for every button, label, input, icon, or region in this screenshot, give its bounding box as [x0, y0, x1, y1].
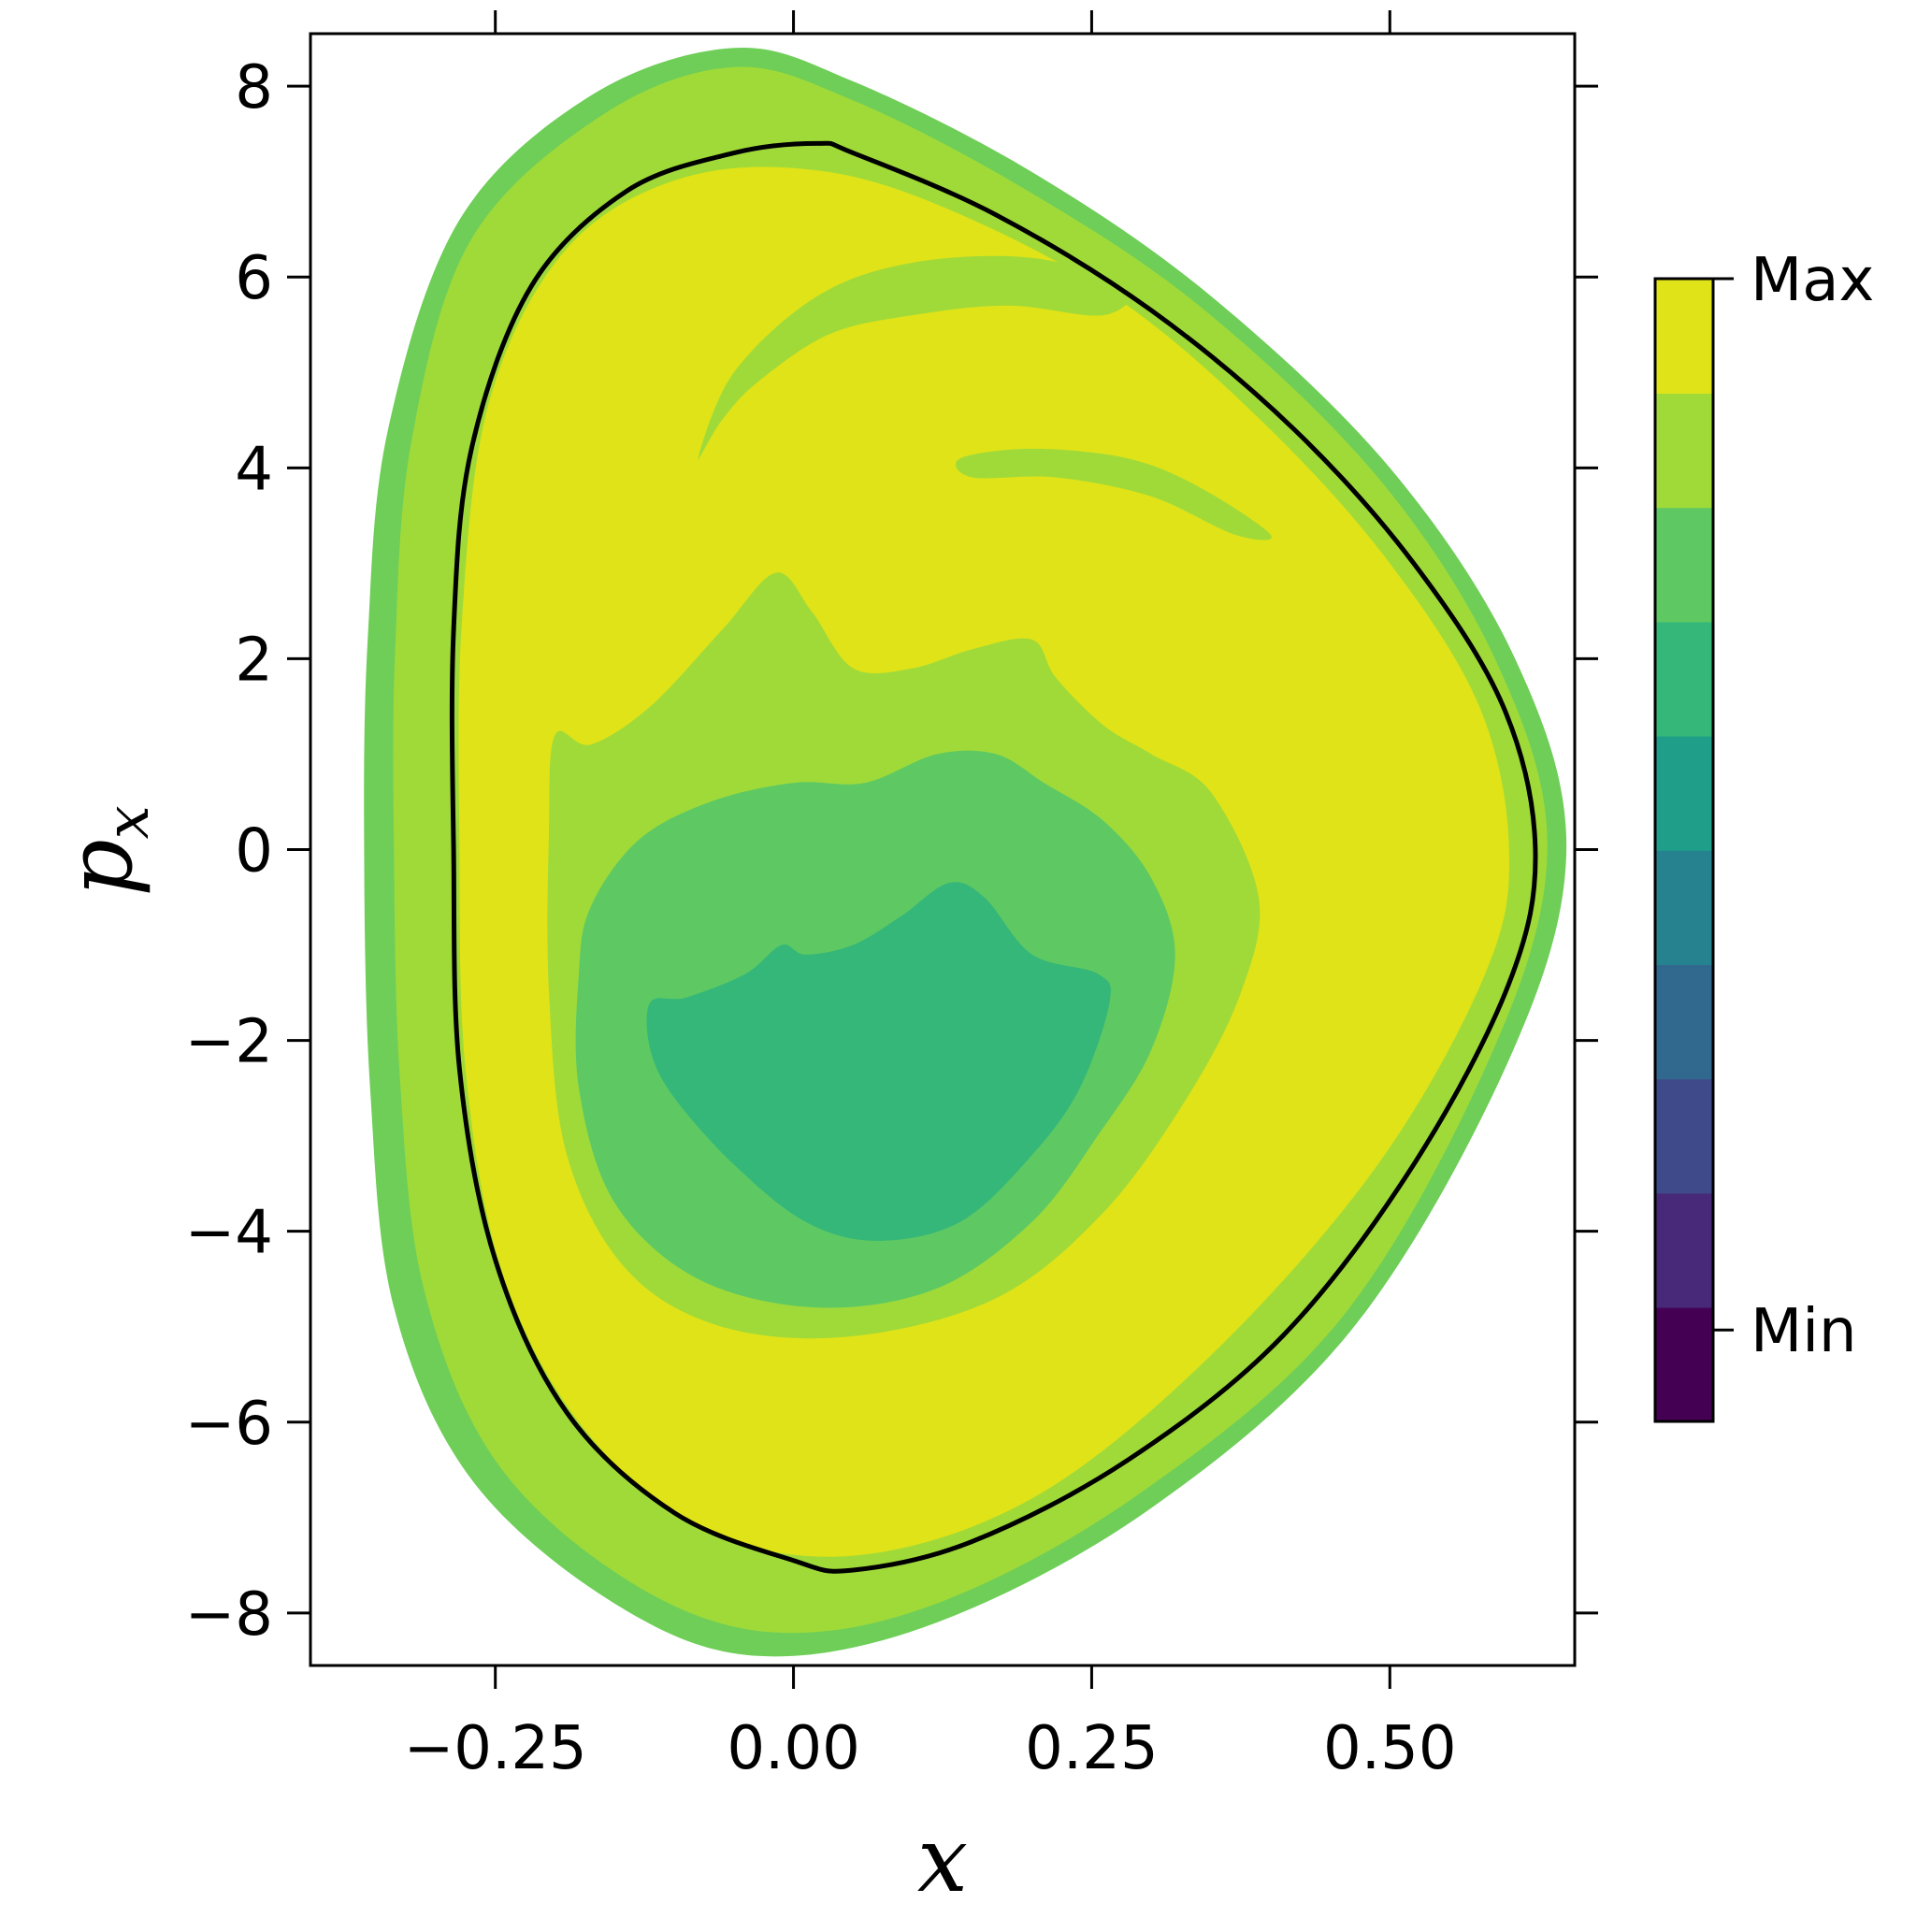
colorbar-level-8 [1655, 507, 1713, 623]
colorbar-level-2 [1655, 1192, 1713, 1308]
colorbar-label-max: Max [1751, 246, 1874, 315]
x-tick-label: −0.25 [404, 1714, 587, 1783]
colorbar-level-7 [1655, 621, 1713, 737]
y-tick-label: 6 [235, 244, 273, 313]
y-tick-label: −6 [185, 1390, 273, 1459]
x-tick-label: 0.00 [727, 1714, 860, 1783]
x-tick-label: 0.50 [1323, 1714, 1457, 1783]
filament-2 [955, 448, 1272, 541]
colorbar: Max Min [1653, 246, 1874, 1423]
colorbar-level-4 [1655, 964, 1713, 1080]
y-axis-label: px [48, 805, 163, 897]
plot-area [364, 48, 1567, 1657]
colorbar-level-10 [1655, 279, 1713, 394]
y-tick-label: −4 [185, 1199, 273, 1268]
colorbar-level-5 [1655, 850, 1713, 965]
boundary-curve [449, 140, 1538, 1574]
y-tick-label: −8 [185, 1580, 273, 1650]
boundary-curve-layer [449, 140, 1538, 1574]
colorbar-level-3 [1655, 1078, 1713, 1194]
y-tick-label: 4 [235, 435, 273, 504]
colorbar-level-9 [1655, 393, 1713, 509]
y-axis-label-subscript: x [94, 805, 163, 839]
x-tick-label: 0.25 [1025, 1714, 1159, 1783]
colorbar-label-min: Min [1751, 1297, 1857, 1366]
region-contour-level-6 [646, 882, 1111, 1241]
axis-ticks: −0.25 0.00 0.25 0.50 8 6 4 2 0 −2 −4 −6 −8 [185, 10, 1598, 1783]
x-axis-label: x [917, 1808, 968, 1912]
y-tick-label: −2 [185, 1008, 273, 1077]
y-tick-label: 8 [235, 53, 273, 123]
colorbar-level-1 [1655, 1306, 1713, 1422]
y-tick-label: 2 [235, 626, 273, 695]
filament-1 [698, 255, 1132, 460]
y-tick-label: 0 [235, 817, 273, 887]
colorbar-frame [1653, 277, 1715, 1423]
colorbar-level-6 [1655, 735, 1713, 851]
